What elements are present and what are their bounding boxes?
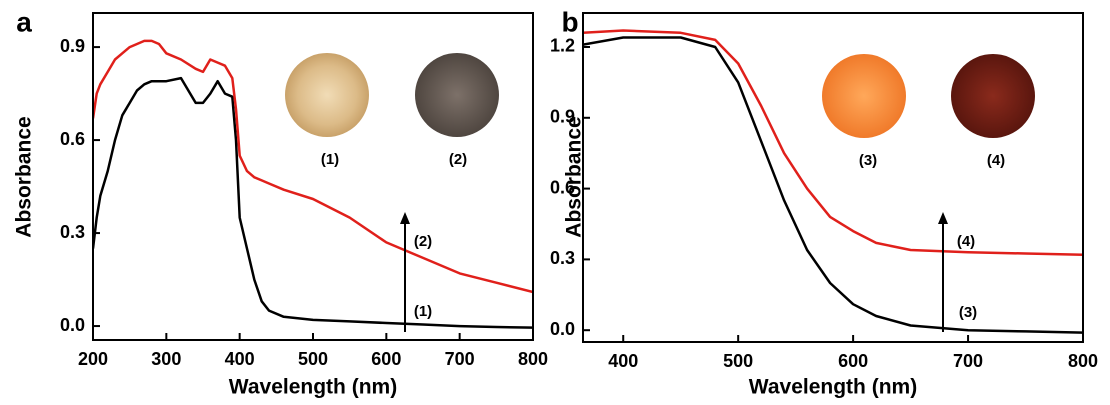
y-tick-label: 0.9	[60, 36, 85, 56]
y-tick-label: 0.6	[550, 177, 575, 197]
panel: 400 500 600 700 800 0.0 0.3 0.6 0.9 1.2 Wavelength…	[550, 6, 1098, 398]
y-tick-label: 1.2	[550, 36, 575, 56]
x-tick-label: 400	[225, 349, 255, 369]
y-axis-title: Absorbance	[563, 116, 586, 237]
sample-photo	[285, 53, 369, 137]
x-tick-label: 500	[723, 351, 753, 371]
x-tick-label: 500	[298, 349, 328, 369]
x-tick-label: 600	[838, 351, 868, 371]
x-tick-label: 800	[518, 349, 548, 369]
x-tick-label: 400	[608, 351, 638, 371]
sample-photo	[951, 54, 1035, 138]
y-axis-title: Absorbance	[13, 116, 36, 237]
curve-label: (2)	[414, 233, 432, 250]
y-tick-label: 0.3	[550, 248, 575, 268]
x-tick-label: 300	[151, 349, 181, 369]
arrow	[938, 212, 948, 332]
x-tick-label: 700	[445, 349, 475, 369]
sample-photo	[822, 54, 906, 138]
data-line	[93, 76, 533, 329]
x-tick-label: 600	[371, 349, 401, 369]
curve-label: (1)	[414, 303, 432, 320]
plot-frame	[582, 12, 1084, 343]
x-axis-title: Wavelength (nm)	[229, 376, 397, 399]
data-line	[583, 36, 1083, 334]
sample-photo	[415, 53, 499, 137]
data-line	[93, 39, 533, 294]
data-line	[583, 29, 1083, 256]
x-axis-title: Wavelength (nm)	[749, 376, 917, 399]
y-tick-label: 0.9	[550, 107, 575, 127]
y-tick-label: 0.6	[60, 129, 85, 149]
y-tick-label: 0.0	[60, 315, 85, 335]
x-tick-label: 200	[78, 349, 108, 369]
x-tick-label: 700	[953, 351, 983, 371]
photo-label: (4)	[987, 152, 1005, 169]
photo-label: (2)	[449, 151, 467, 168]
panel-label: a	[16, 6, 32, 37]
x-tick-label: 800	[1068, 351, 1098, 371]
curve-label: (3)	[959, 304, 977, 321]
photo-label: (3)	[859, 152, 877, 169]
plots: 200 300 400 500 600 700 8000.00.30.60.9Wavelen…	[13, 6, 1098, 398]
panel: 200 300 400 500 600 700 800 0.0 0.3 0.6 0.9 Wavelen…	[13, 6, 548, 398]
arrow	[400, 212, 410, 332]
photo-label: (1)	[321, 151, 339, 168]
curve-label: (4)	[957, 233, 975, 250]
y-tick-label: 0.0	[550, 319, 575, 339]
y-tick-label: 0.3	[60, 222, 85, 242]
panel-label: b	[561, 6, 578, 37]
